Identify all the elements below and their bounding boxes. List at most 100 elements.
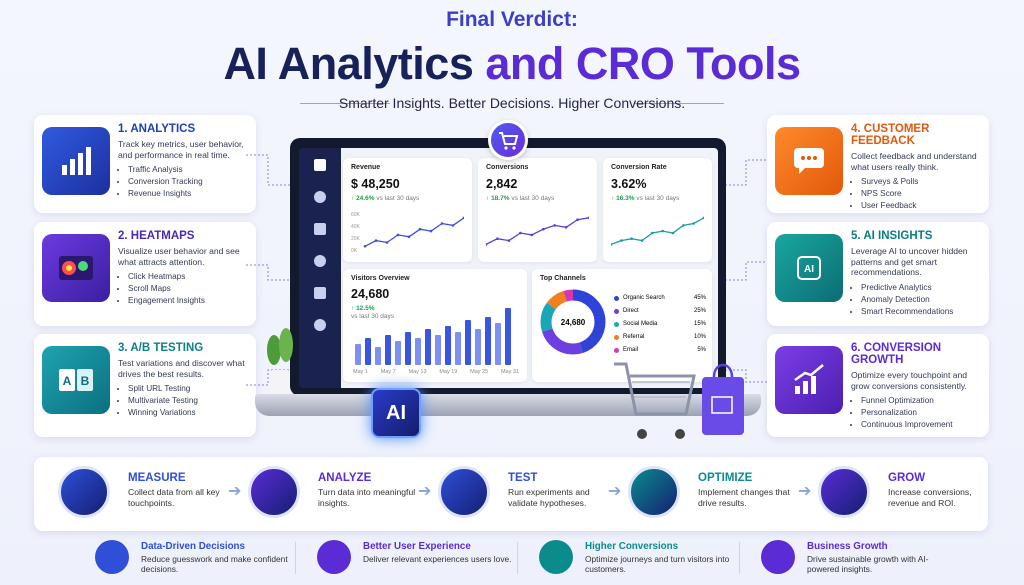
step-description: Implement changes that drive results. bbox=[698, 487, 790, 509]
bullet-list: Funnel OptimizationPersonalizationContin… bbox=[851, 395, 985, 431]
trend-line bbox=[364, 217, 464, 247]
visitors-value: 24,680 bbox=[351, 287, 390, 301]
legend-name: Referral bbox=[623, 334, 645, 340]
axis-label: 0K bbox=[351, 248, 358, 254]
step-description: Turn data into meaningful insights. bbox=[318, 487, 416, 509]
divider bbox=[517, 542, 518, 574]
trend-point bbox=[451, 224, 455, 227]
bullet: Multivariate Testing bbox=[128, 395, 252, 407]
kpi-value: $ 48,250 bbox=[351, 177, 400, 191]
trend-point bbox=[462, 216, 464, 220]
bullet: Revenue Insights bbox=[128, 188, 252, 200]
connector bbox=[246, 154, 290, 186]
sidebar-icon bbox=[299, 318, 341, 335]
trend-point bbox=[486, 243, 488, 246]
trend-line bbox=[611, 217, 704, 246]
bullet: NPS Score bbox=[861, 188, 985, 200]
connector bbox=[725, 159, 767, 186]
svg-text:A: A bbox=[63, 374, 72, 388]
sparkline: 60K 40K 20K 0K bbox=[351, 212, 464, 254]
nav-glyph bbox=[314, 287, 326, 299]
bullet: Continuous Improvement bbox=[861, 419, 985, 431]
feature-card: 4. CUSTOMER FEEDBACK Collect feedback and… bbox=[767, 115, 989, 213]
feature-description: Test variations and discover what drives… bbox=[118, 358, 245, 379]
date-label: May 19 bbox=[439, 369, 458, 375]
divider bbox=[739, 542, 740, 574]
step-text: OPTIMIZE Implement changes that drive res… bbox=[698, 472, 808, 509]
date-label: May 13 bbox=[408, 369, 427, 375]
change-note: vs last 30 days bbox=[636, 195, 680, 202]
bullet-list: Click HeatmapsScroll MapsEngagement Insi… bbox=[118, 271, 252, 307]
legend-swatch bbox=[614, 295, 619, 301]
trend-point bbox=[620, 239, 623, 242]
change-value: 12.5% bbox=[356, 305, 375, 312]
benefit-description: Drive sustainable growth with AI-powered… bbox=[807, 554, 929, 575]
bar bbox=[395, 341, 401, 365]
benefit-title: Better User Experience bbox=[363, 541, 471, 552]
svg-text:B: B bbox=[81, 374, 90, 388]
cart-art bbox=[614, 362, 696, 439]
benefit-title: Business Growth bbox=[807, 541, 888, 552]
bullet: User Feedback bbox=[861, 200, 985, 212]
dotted-line bbox=[246, 264, 290, 281]
bullet: Surveys & Polls bbox=[861, 176, 985, 188]
visitors-card: Visitors Overview 24,680 ↑ 12.5% vs last 30… bbox=[343, 269, 527, 382]
step-description: Collect data from all key touchpoints. bbox=[128, 487, 220, 509]
glyph bbox=[794, 148, 824, 174]
feature-icon bbox=[42, 234, 110, 302]
bar bbox=[405, 332, 411, 365]
feature-card: AI 5. AI INSIGHTS Leverage AI to uncover h… bbox=[767, 222, 989, 326]
bullet: Traffic Analysis bbox=[128, 164, 252, 176]
nav-glyph bbox=[314, 159, 326, 171]
cart-badge bbox=[488, 120, 528, 160]
step-arrow: ➔ bbox=[418, 483, 432, 500]
feature-text: 3. A/B TESTING Test variations and discov… bbox=[118, 342, 252, 419]
trend-point bbox=[440, 222, 444, 225]
legend-row: Organic Search 45% bbox=[614, 295, 706, 301]
feature-card: 1. ANALYTICS Track key metrics, user beha… bbox=[34, 115, 256, 213]
bullet: Personalization bbox=[861, 407, 985, 419]
feature-icon: AI bbox=[775, 234, 843, 302]
bar bbox=[495, 323, 501, 365]
dotted-line bbox=[725, 159, 767, 186]
legend-value: 25% bbox=[693, 308, 706, 314]
plant-glyph bbox=[267, 328, 293, 394]
cart-glyph bbox=[499, 132, 519, 150]
visitors-change: ↑ 12.5% bbox=[351, 305, 375, 312]
axis-label: 40K bbox=[351, 224, 361, 230]
step-icon bbox=[818, 466, 870, 518]
feature-card: A B 3. A/B TESTING Test variations and disc… bbox=[34, 334, 256, 437]
sidebar-icon bbox=[299, 158, 341, 175]
rule bbox=[634, 103, 724, 104]
title-main: AI Analytics bbox=[223, 38, 474, 89]
trend-point bbox=[553, 224, 556, 227]
visitors-note: vs last 30 days bbox=[351, 313, 394, 320]
connector bbox=[246, 264, 290, 281]
donut-total: 24,680 bbox=[561, 318, 586, 327]
date-label: May 7 bbox=[380, 369, 396, 375]
shopping-cart bbox=[610, 352, 700, 447]
step-description: Increase conversions, revenue and ROI. bbox=[888, 487, 972, 509]
glyph: AI bbox=[797, 256, 821, 280]
legend-name: Email bbox=[623, 347, 639, 353]
step-description: Run experiments and validate hypotheses. bbox=[508, 487, 590, 509]
title-accent: and CRO Tools bbox=[485, 38, 801, 89]
benefit-icon bbox=[317, 540, 351, 574]
feature-card: 2. HEATMAPS Visualize user behavior and s… bbox=[34, 222, 256, 326]
step-title: GROW bbox=[888, 472, 926, 484]
step-title: OPTIMIZE bbox=[698, 472, 753, 484]
step-icon bbox=[58, 466, 110, 518]
bar bbox=[465, 320, 471, 365]
benefit-title: Higher Conversions bbox=[585, 541, 679, 552]
feature-description: Collect feedback and understand what use… bbox=[851, 151, 977, 172]
step-arrow: ➔ bbox=[798, 483, 812, 500]
trend-point bbox=[418, 227, 422, 231]
trend-point bbox=[507, 239, 511, 242]
step-text: MEASURE Collect data from all key touchpo… bbox=[128, 472, 238, 509]
step-text: GROW Increase conversions, revenue and RO… bbox=[888, 472, 998, 509]
bullet-list: Split URL TestingMultivariate TestingWin… bbox=[118, 383, 252, 419]
step-text: TEST Run experiments and validate hypothe… bbox=[508, 472, 618, 509]
trend-point bbox=[496, 237, 499, 240]
feature-title: 1. ANALYTICS bbox=[118, 123, 196, 135]
step-icon bbox=[628, 466, 680, 518]
